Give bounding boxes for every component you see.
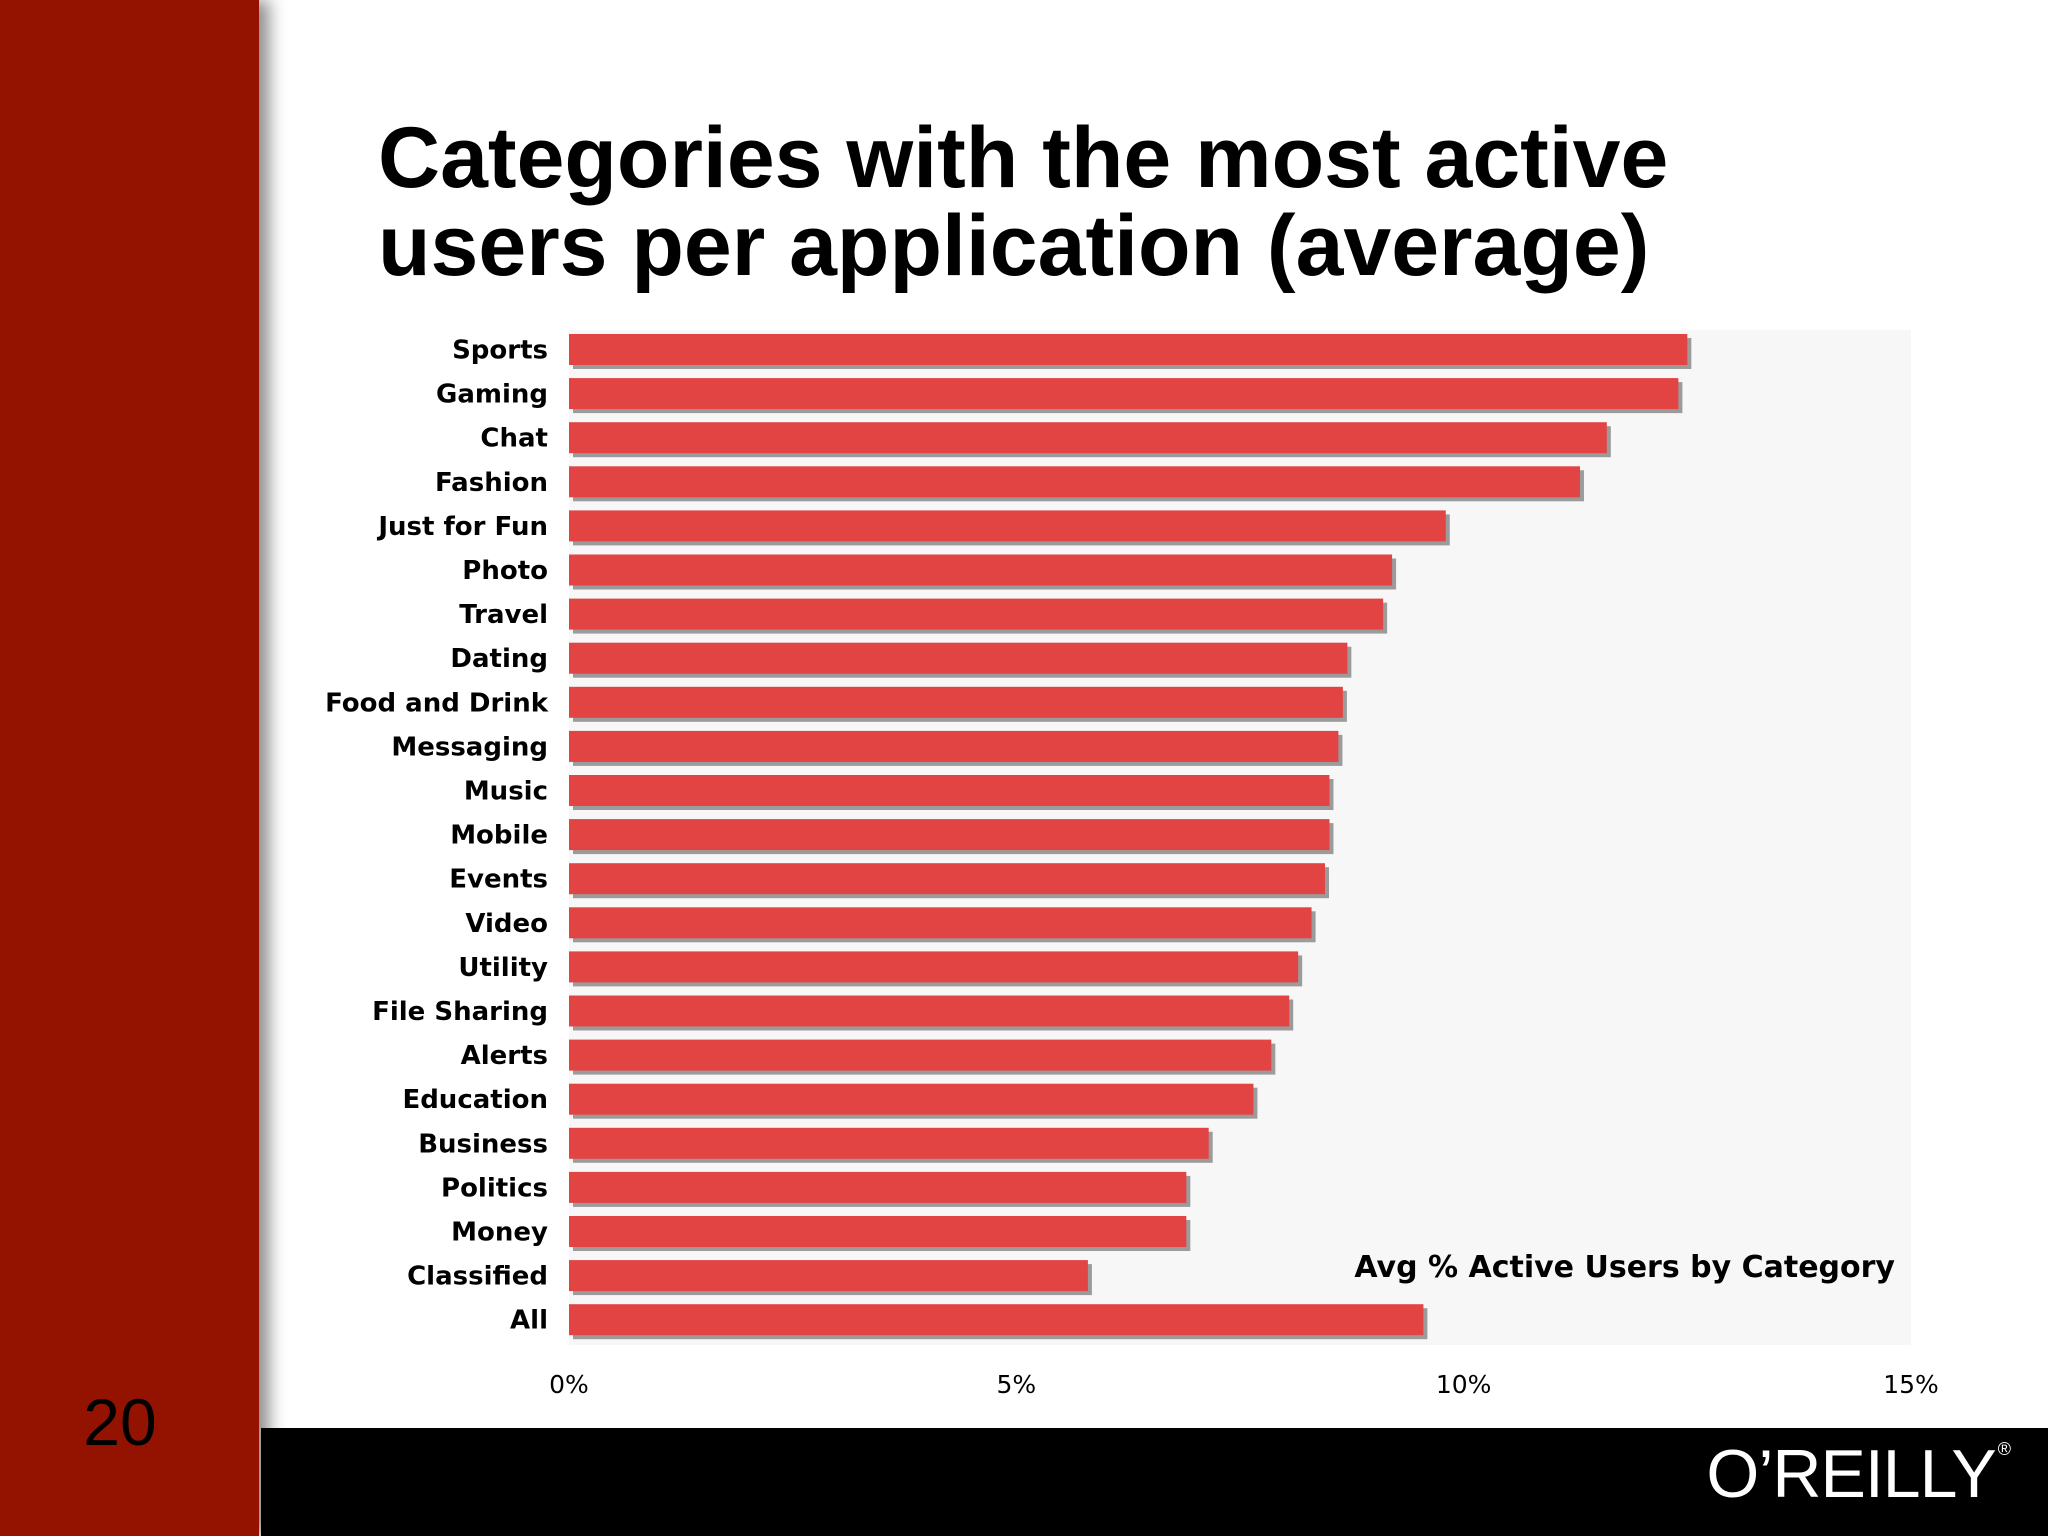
category-label-video: Video: [465, 909, 548, 939]
category-label-photo: Photo: [462, 556, 548, 586]
footer-bar: [261, 1428, 2048, 1536]
bars-group: [569, 334, 1692, 1340]
category-label-messaging: Messaging: [391, 732, 548, 762]
category-label-alerts: Alerts: [461, 1041, 548, 1071]
category-labels: Sports Gaming Chat Fashion Just for Fun Photo…: [325, 336, 549, 1336]
bar-video: [569, 907, 1312, 939]
bar-file-sharing: [569, 995, 1290, 1027]
category-label-education: Education: [402, 1085, 548, 1115]
bar-all: [569, 1304, 1424, 1336]
bar-dating: [569, 642, 1348, 674]
slide-number: 20: [83, 1385, 157, 1459]
bar-chat: [569, 422, 1607, 454]
registered-mark: ®: [1997, 1439, 2011, 1459]
category-label-just-for-fun: Just for Fun: [376, 512, 548, 542]
category-label-classified: Classified: [407, 1262, 548, 1292]
bar-mobile: [569, 819, 1330, 851]
x-tick-label: 15%: [1883, 1370, 1939, 1399]
category-label-utility: Utility: [458, 953, 548, 983]
bar-utility: [569, 951, 1299, 983]
category-label-politics: Politics: [441, 1173, 548, 1203]
category-label-money: Money: [451, 1218, 548, 1248]
category-label-file-sharing: File Sharing: [372, 997, 548, 1027]
bar-fashion: [569, 466, 1580, 498]
bar-music: [569, 775, 1330, 806]
category-label-travel: Travel: [459, 600, 548, 630]
category-label-all: All: [510, 1306, 548, 1336]
bar-business: [569, 1127, 1209, 1159]
x-tick-label: 0%: [549, 1370, 589, 1399]
bar-classified: [569, 1260, 1088, 1292]
category-label-chat: Chat: [480, 424, 548, 454]
category-label-gaming: Gaming: [436, 380, 548, 410]
bar-photo: [569, 554, 1393, 586]
bar-sports: [569, 334, 1688, 365]
bar-money: [569, 1216, 1187, 1247]
title-line-1: Categories with the most active: [378, 110, 1669, 206]
title-line-2: users per application (average): [378, 198, 1650, 294]
bar-gaming: [569, 378, 1679, 410]
category-label-mobile: Mobile: [450, 821, 548, 851]
bar-education: [569, 1083, 1254, 1115]
category-label-business: Business: [418, 1129, 548, 1159]
bar-food-and-drink: [569, 686, 1343, 718]
x-tick-label: 5%: [996, 1370, 1036, 1399]
x-axis-ticks: 0% 5% 10% 15%: [549, 1370, 1939, 1399]
bar-just-for-fun: [569, 510, 1446, 542]
logo-text: O’REILLY: [1706, 1436, 1996, 1512]
bar-alerts: [569, 1039, 1272, 1071]
sidebar: [0, 0, 259, 1536]
bar-politics: [569, 1171, 1187, 1203]
series-label: Avg % Active Users by Category: [1354, 1250, 1895, 1285]
category-label-events: Events: [449, 865, 548, 895]
bar-travel: [569, 598, 1384, 630]
bar-messaging: [569, 730, 1339, 762]
x-tick-label: 10%: [1436, 1370, 1492, 1399]
category-label-food-and-drink: Food and Drink: [325, 688, 549, 718]
category-label-music: Music: [464, 777, 548, 807]
bar-events: [569, 863, 1325, 895]
category-label-fashion: Fashion: [435, 468, 548, 498]
category-label-dating: Dating: [450, 644, 548, 674]
slide-title: Categories with the most active users pe…: [378, 114, 1878, 290]
category-label-sports: Sports: [452, 336, 548, 366]
oreilly-logo: O’REILLY ®: [1706, 1439, 2011, 1508]
